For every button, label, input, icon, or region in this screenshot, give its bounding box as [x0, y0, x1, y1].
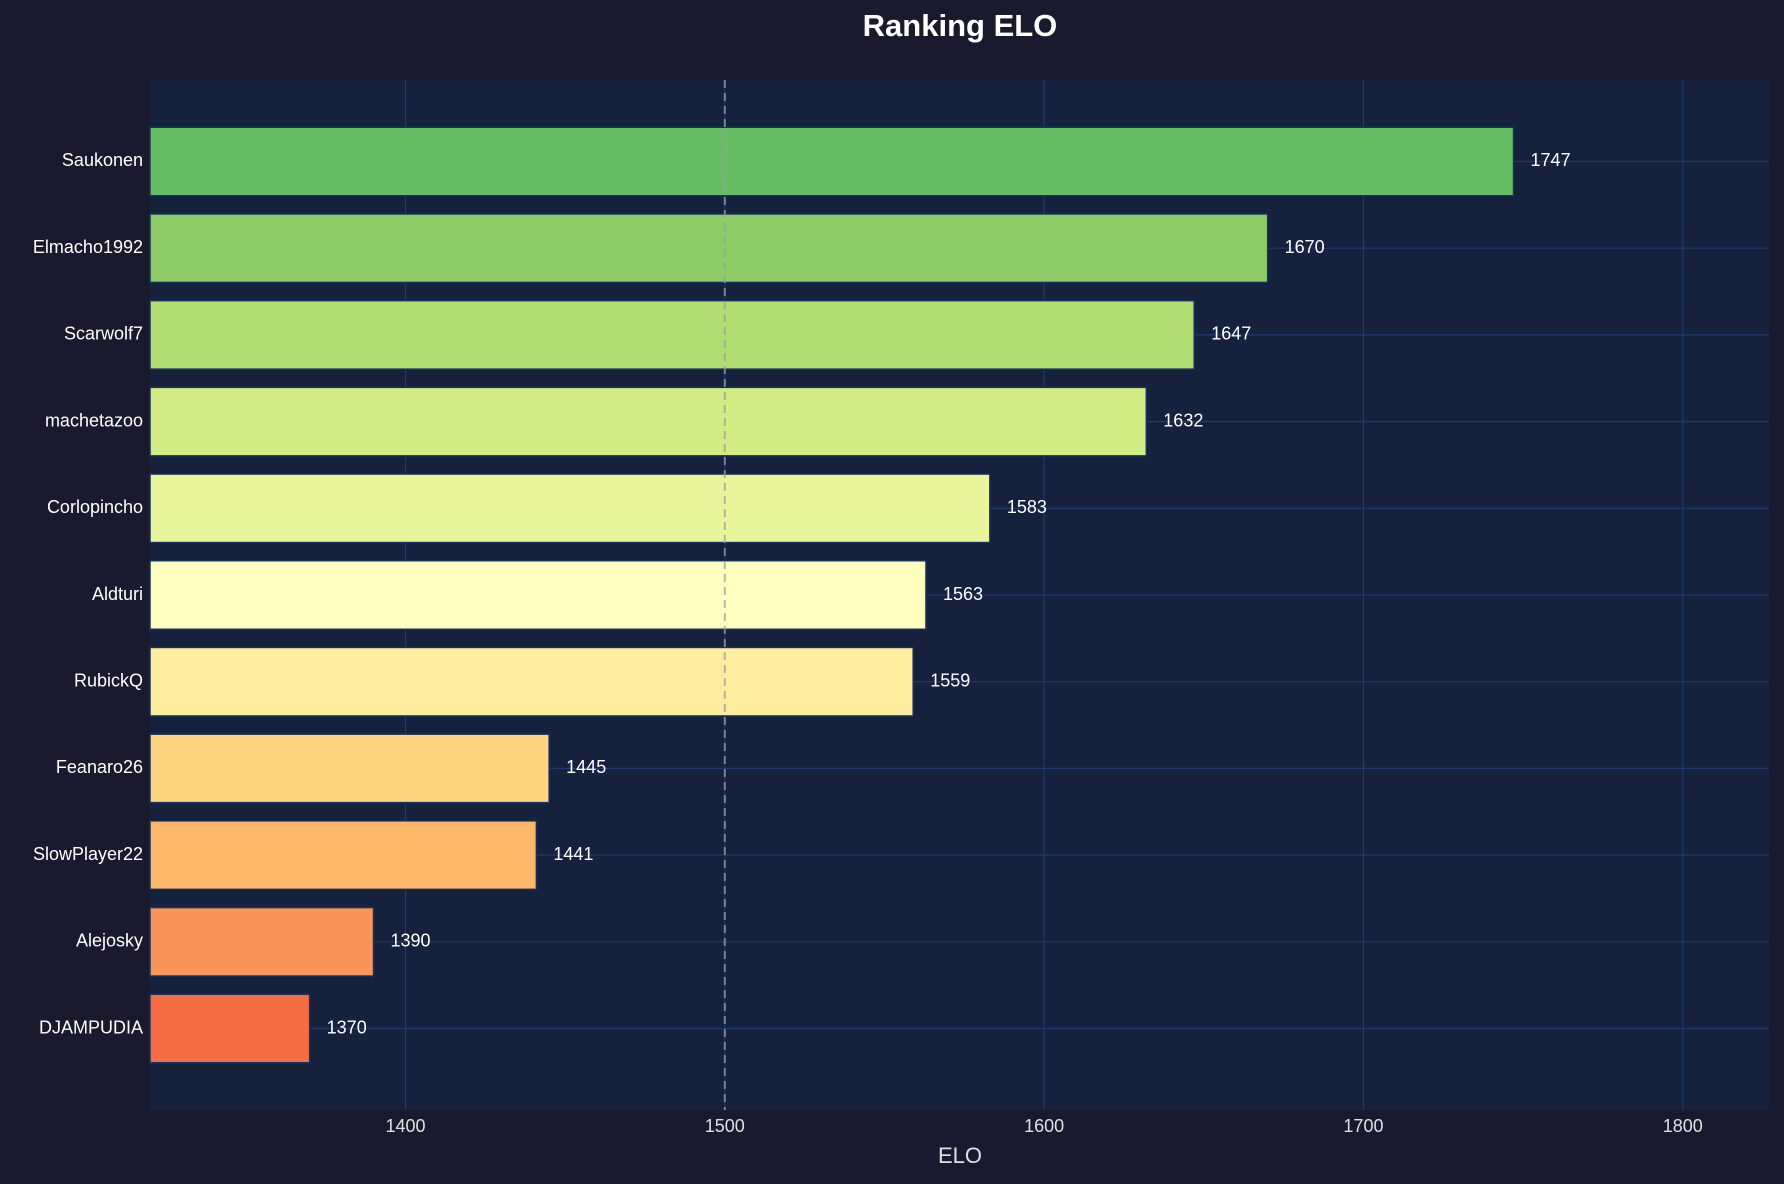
bar: [149, 126, 1515, 197]
x-tick-label: 1600: [1024, 1116, 1064, 1136]
x-tick-label: 1700: [1343, 1116, 1383, 1136]
y-tick-label: Aldturi: [92, 584, 143, 604]
y-tick-label: machetazoo: [45, 410, 143, 430]
y-tick-label: Corlopincho: [47, 497, 143, 517]
y-tick-label: Alejosky: [76, 931, 143, 951]
value-label: 1747: [1531, 150, 1571, 170]
chart-title: Ranking ELO: [863, 8, 1058, 43]
value-label: 1441: [553, 844, 593, 864]
value-label: 1647: [1211, 324, 1251, 344]
y-tick-label: DJAMPUDIA: [39, 1017, 143, 1037]
y-tick-label: Scarwolf7: [64, 324, 143, 344]
value-label: 1445: [566, 757, 606, 777]
x-tick-label: 1500: [705, 1116, 745, 1136]
x-tick-label: 1400: [385, 1116, 425, 1136]
bar: [149, 560, 927, 630]
bar: [149, 213, 1269, 284]
y-tick-label: Saukonen: [62, 150, 143, 170]
bar: [149, 820, 538, 891]
bar: [149, 386, 1148, 457]
value-label: 1670: [1285, 237, 1325, 257]
y-tick-label: Elmacho1992: [33, 237, 143, 257]
y-tick-label: SlowPlayer22: [33, 844, 143, 864]
y-tick-label: Feanaro26: [56, 757, 143, 777]
value-label: 1583: [1007, 497, 1047, 517]
value-label: 1632: [1163, 410, 1203, 430]
x-tick-label: 1800: [1663, 1116, 1703, 1136]
value-label: 1563: [943, 584, 983, 604]
bar: [149, 473, 991, 544]
bar: [149, 993, 311, 1064]
x-axis-label: ELO: [938, 1143, 982, 1168]
bar: [149, 646, 914, 717]
value-label: 1559: [930, 670, 970, 690]
bar: [149, 733, 550, 804]
y-tick-label: RubickQ: [74, 670, 143, 690]
bar: [149, 906, 375, 977]
value-label: 1390: [391, 931, 431, 951]
bar: [149, 299, 1195, 370]
value-label: 1370: [327, 1017, 367, 1037]
